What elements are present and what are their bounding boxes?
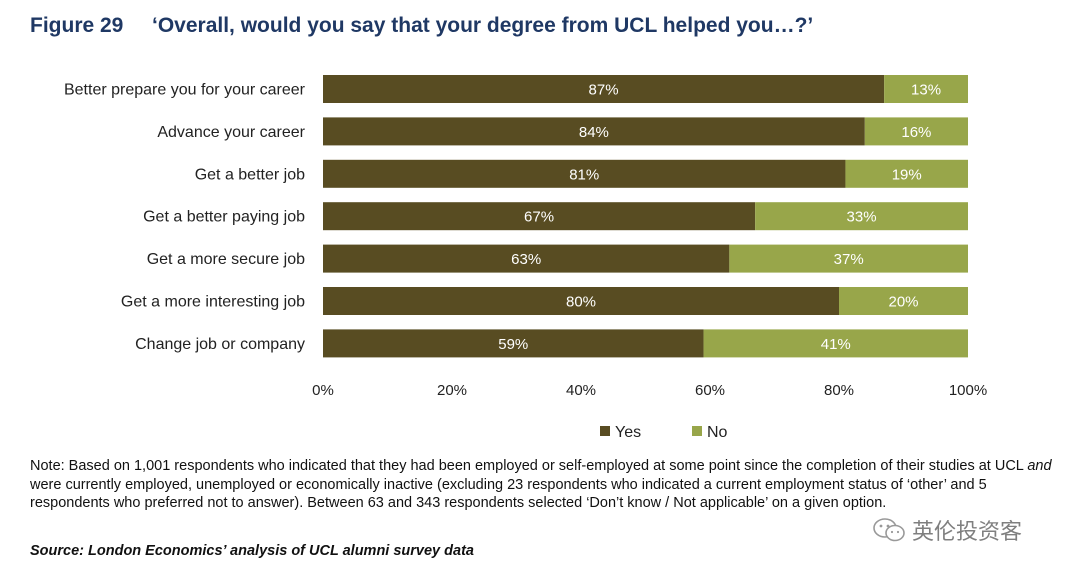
note-suffix: were currently employed, unemployed or e…	[30, 476, 987, 512]
x-tick-label: 60%	[695, 382, 725, 399]
bar-yes	[323, 329, 704, 358]
legend-label-no: No	[707, 424, 728, 441]
figure-number: Figure 29	[30, 14, 124, 37]
bar-no	[729, 244, 968, 273]
wechat-icon	[873, 518, 905, 542]
note-prefix: Note: Based on 1,001 respondents who ind…	[30, 458, 1028, 474]
chart-source: Source: London Economics’ analysis of UC…	[30, 543, 474, 559]
data-label-yes: 59%	[498, 336, 528, 353]
stacked-bar-chart: Better prepare you for your career 87% 13%…	[64, 75, 987, 441]
bar-no	[864, 117, 968, 146]
category-label: Advance your career	[157, 124, 305, 141]
data-label-yes: 80%	[566, 294, 596, 311]
x-tick-label: 100%	[949, 382, 987, 399]
data-label-no: 37%	[834, 251, 864, 268]
x-tick-label: 0%	[312, 382, 334, 399]
data-label-no: 16%	[901, 124, 931, 141]
bar-yes	[323, 75, 885, 103]
bar-yes	[323, 287, 839, 315]
data-label-yes: 84%	[579, 124, 609, 141]
bar-no	[884, 75, 968, 103]
data-label-yes: 63%	[511, 251, 541, 268]
figure-heading: Figure 29 ‘Overall, would you say that yo…	[30, 14, 813, 38]
watermark-text: 英伦投资客	[912, 520, 1023, 545]
category-label: Get a more interesting job	[121, 294, 305, 311]
legend-label-yes: Yes	[615, 424, 641, 441]
legend-swatch-no	[692, 426, 702, 436]
bar-no	[755, 202, 968, 231]
bar-no	[703, 329, 968, 358]
category-label: Get a better job	[195, 166, 305, 183]
category-label: Change job or company	[135, 336, 305, 353]
bar-yes	[323, 117, 865, 146]
x-tick-label: 20%	[437, 382, 467, 399]
data-label-no: 19%	[892, 166, 922, 183]
data-label-yes: 67%	[524, 209, 554, 226]
bar-no	[839, 287, 968, 315]
bar-no	[845, 159, 968, 188]
category-label: Get a more secure job	[147, 251, 305, 268]
data-label-yes: 81%	[569, 166, 599, 183]
bar-yes	[323, 159, 846, 188]
category-label: Better prepare you for your career	[64, 82, 306, 99]
legend-swatch-yes	[600, 426, 610, 436]
bar-yes	[323, 244, 730, 273]
category-label: Get a better paying job	[143, 209, 305, 226]
data-label-no: 20%	[888, 294, 918, 311]
watermark: 英伦投资客	[872, 514, 1022, 546]
data-label-no: 33%	[847, 209, 877, 226]
chart-note: Note: Based on 1,001 respondents who ind…	[30, 457, 1060, 513]
data-label-yes: 87%	[589, 82, 619, 99]
note-emphasis: and	[1027, 458, 1052, 474]
data-label-no: 13%	[911, 82, 941, 99]
figure-title: ‘Overall, would you say that your degree…	[152, 14, 814, 37]
x-tick-label: 40%	[566, 382, 596, 399]
data-label-no: 41%	[821, 336, 851, 353]
x-tick-label: 80%	[824, 382, 854, 399]
bar-yes	[323, 202, 756, 231]
